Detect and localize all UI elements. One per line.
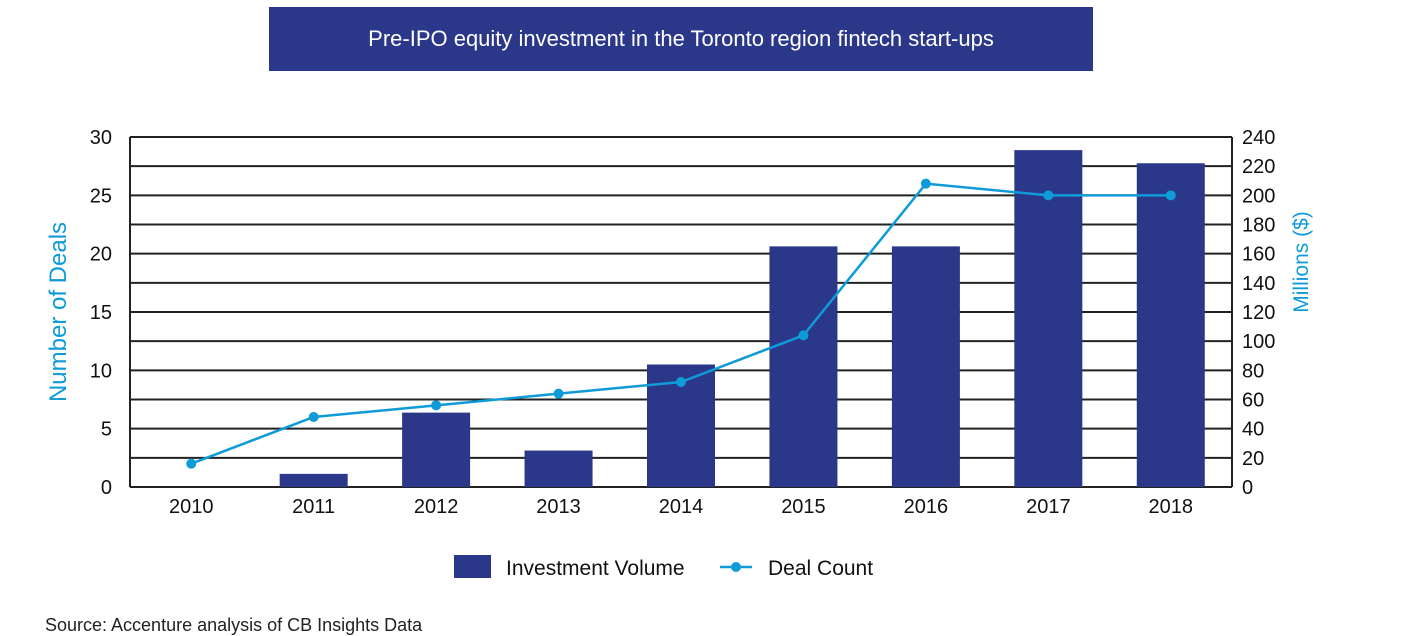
right-tick-label: 60 bbox=[1242, 390, 1264, 412]
x-tick-label: 2010 bbox=[169, 496, 214, 518]
point-deal-count bbox=[798, 330, 809, 341]
bar-investment-volume bbox=[402, 412, 471, 487]
legend-swatch-investment-volume bbox=[454, 555, 491, 578]
right-tick-label: 140 bbox=[1242, 273, 1275, 295]
right-tick-label: 20 bbox=[1242, 448, 1264, 470]
left-tick-label: 0 bbox=[101, 477, 112, 499]
point-deal-count bbox=[920, 178, 931, 189]
left-tick-label: 10 bbox=[90, 360, 112, 382]
point-deal-count bbox=[431, 400, 442, 411]
right-tick-label: 100 bbox=[1242, 331, 1275, 353]
legend-label-deal-count: Deal Count bbox=[768, 557, 873, 580]
bar-investment-volume bbox=[1014, 150, 1083, 487]
right-tick-label: 180 bbox=[1242, 215, 1275, 237]
chart-title: Pre-IPO equity investment in the Toronto… bbox=[269, 7, 1093, 71]
point-deal-count bbox=[1043, 190, 1054, 201]
bar-investment-volume bbox=[524, 450, 593, 487]
x-tick-label: 2012 bbox=[414, 496, 459, 518]
left-tick-label: 20 bbox=[90, 244, 112, 266]
right-tick-label: 240 bbox=[1242, 127, 1275, 149]
left-tick-label: 5 bbox=[101, 419, 112, 441]
left-axis-title: Number of Deals bbox=[45, 222, 72, 402]
legend-label-investment-volume: Investment Volume bbox=[506, 557, 685, 580]
bar-investment-volume bbox=[1136, 163, 1205, 487]
point-deal-count bbox=[1165, 190, 1176, 201]
right-tick-label: 0 bbox=[1242, 477, 1253, 499]
legend-marker-deal-count bbox=[731, 562, 741, 572]
x-tick-label: 2016 bbox=[904, 496, 949, 518]
point-deal-count bbox=[676, 377, 686, 387]
x-tick-label: 2014 bbox=[659, 496, 704, 518]
right-tick-label: 200 bbox=[1242, 185, 1275, 207]
x-tick-label: 2017 bbox=[1026, 496, 1071, 518]
bar-investment-volume bbox=[769, 246, 838, 487]
right-tick-label: 40 bbox=[1242, 419, 1264, 441]
x-tick-label: 2015 bbox=[781, 496, 826, 518]
left-tick-label: 30 bbox=[90, 127, 112, 149]
left-tick-label: 15 bbox=[90, 302, 112, 324]
point-deal-count bbox=[186, 458, 197, 469]
right-tick-label: 160 bbox=[1242, 244, 1275, 266]
x-tick-label: 2011 bbox=[292, 496, 335, 518]
right-axis-title: Millions ($) bbox=[1290, 211, 1313, 313]
right-tick-label: 80 bbox=[1242, 360, 1264, 382]
x-tick-label: 2013 bbox=[536, 496, 581, 518]
point-deal-count bbox=[308, 412, 319, 422]
point-deal-count bbox=[553, 388, 564, 399]
x-tick-label: 2018 bbox=[1149, 496, 1194, 518]
left-tick-label: 25 bbox=[90, 185, 112, 207]
bar-investment-volume bbox=[891, 246, 960, 487]
right-tick-label: 120 bbox=[1242, 302, 1275, 324]
right-tick-label: 220 bbox=[1242, 156, 1275, 178]
bar-investment-volume bbox=[279, 473, 348, 487]
